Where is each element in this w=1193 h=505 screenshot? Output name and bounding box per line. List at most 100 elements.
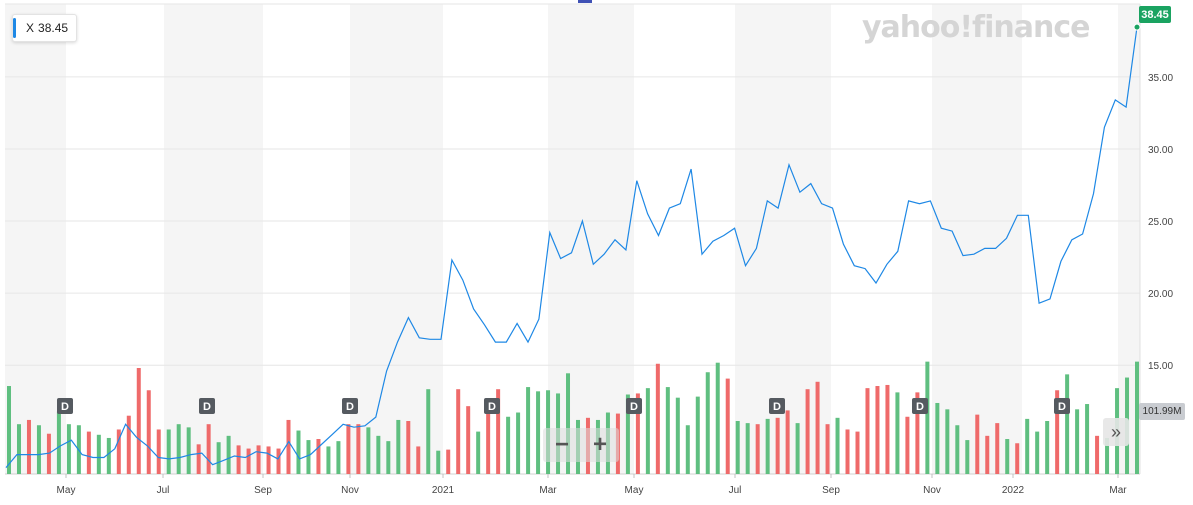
- volume-bar: [715, 362, 720, 474]
- volume-bar: [745, 423, 750, 474]
- volume-bar: [705, 372, 710, 474]
- dividend-marker-label: D: [203, 401, 211, 413]
- month-band: [164, 4, 263, 474]
- volume-bar: [865, 388, 870, 474]
- x-tick-label: 2022: [1002, 485, 1025, 496]
- volume-bar: [955, 425, 960, 474]
- volume-bar: [1035, 431, 1040, 474]
- zoom-in-button[interactable]: +: [592, 431, 607, 458]
- volume-bar: [785, 410, 790, 474]
- dividend-marker[interactable]: D: [626, 398, 642, 414]
- volume-bar: [625, 394, 630, 474]
- x-tick-label: Sep: [822, 485, 840, 496]
- dividend-marker[interactable]: D: [912, 398, 928, 414]
- volume-bar: [476, 431, 481, 474]
- volume-bar: [216, 442, 221, 474]
- volume-bar: [1135, 361, 1139, 474]
- dividend-marker[interactable]: D: [342, 398, 358, 414]
- volume-bar: [96, 434, 101, 474]
- x-tick-label: May: [625, 485, 644, 496]
- volume-bar: [416, 446, 421, 474]
- y-tick-label: 25.00: [1148, 217, 1173, 228]
- x-tick-label: Jul: [157, 485, 170, 496]
- volume-bar: [1075, 409, 1080, 474]
- dividend-marker[interactable]: D: [484, 398, 500, 414]
- volume-bar: [236, 445, 241, 474]
- volume-bar: [226, 435, 231, 474]
- volume-bar: [246, 448, 251, 474]
- dividend-marker-box: [57, 398, 73, 414]
- volume-bar: [276, 448, 281, 474]
- last-price-badge: 38.45: [1139, 6, 1171, 23]
- dividend-marker-box: [1054, 398, 1070, 414]
- volume-bar: [506, 416, 511, 474]
- volume-bar: [166, 429, 171, 474]
- dividend-marker[interactable]: D: [1054, 398, 1070, 414]
- volume-bar: [835, 417, 840, 474]
- dividend-marker-label: D: [346, 401, 354, 413]
- volume-bar: [316, 439, 321, 474]
- volume-bar: [665, 387, 670, 474]
- volume-bar: [26, 419, 31, 474]
- volume-bar: [855, 431, 860, 474]
- volume-bar: [1105, 437, 1110, 474]
- y-tick-label: 20.00: [1148, 289, 1173, 300]
- volume-bar: [256, 445, 261, 474]
- volume-bar: [516, 412, 521, 474]
- volume-bar: [526, 387, 531, 474]
- month-band: [735, 4, 831, 474]
- series-color-icon: [13, 18, 16, 38]
- expand-button[interactable]: »: [1103, 418, 1129, 446]
- volume-bar: [376, 435, 381, 474]
- dividend-marker[interactable]: D: [769, 398, 785, 414]
- volume-bar: [36, 425, 41, 474]
- volume-bar: [206, 424, 211, 474]
- volume-bar: [146, 390, 151, 474]
- volume-bar: [56, 411, 61, 474]
- dividend-marker-box: [769, 398, 785, 414]
- dividend-marker-box: [626, 398, 642, 414]
- month-bands: [5, 4, 1140, 474]
- zoom-out-button[interactable]: −: [554, 431, 569, 458]
- volume-bar: [536, 391, 541, 474]
- dividend-marker-label: D: [916, 401, 924, 413]
- volume-bar: [116, 429, 121, 474]
- dividend-marker-box: [484, 398, 500, 414]
- x-tick-label: Nov: [341, 485, 359, 496]
- dividend-marker-label: D: [773, 401, 781, 413]
- dividend-marker[interactable]: D: [199, 398, 215, 414]
- volume-bar: [635, 393, 640, 474]
- volume-bar: [765, 418, 770, 474]
- volume-badge: 101.99M: [1139, 403, 1185, 420]
- volume-bar: [176, 424, 181, 474]
- volume-bar: [406, 421, 411, 474]
- volume-bar: [186, 427, 191, 474]
- dividend-marker[interactable]: D: [57, 398, 73, 414]
- volume-bar: [995, 423, 1000, 474]
- volume-bar: [136, 368, 141, 474]
- ticker-legend[interactable]: X 38.45: [12, 14, 78, 42]
- volume-bar: [1045, 421, 1050, 474]
- volume-bar: [266, 446, 271, 474]
- volume-bar: [7, 386, 11, 474]
- volume-bar: [1095, 435, 1100, 474]
- volume-bar: [925, 361, 930, 474]
- x-tick-label: Jul: [729, 485, 742, 496]
- volume-bar: [346, 424, 351, 474]
- volume-bar: [46, 433, 51, 474]
- volume-bar: [905, 416, 910, 474]
- volume-bar: [815, 381, 820, 474]
- volume-bar: [695, 396, 700, 474]
- month-band: [932, 4, 1022, 474]
- volume-bar: [386, 441, 391, 474]
- top-range-handle[interactable]: [578, 0, 592, 3]
- dividend-marker-label: D: [1058, 401, 1066, 413]
- volume-bar: [196, 444, 201, 474]
- volume-bar: [1015, 443, 1020, 474]
- volume-bar: [126, 415, 131, 474]
- month-band: [1118, 4, 1140, 474]
- x-tick-label: Sep: [254, 485, 272, 496]
- volume-bar: [1025, 418, 1030, 474]
